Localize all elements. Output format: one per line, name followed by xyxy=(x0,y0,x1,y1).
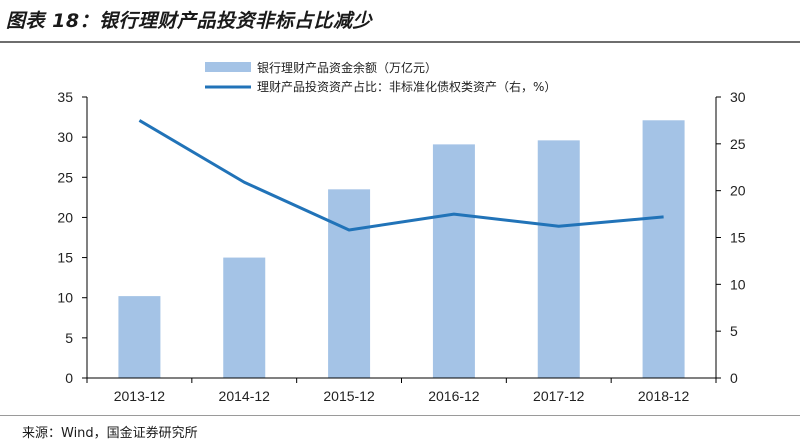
line-path xyxy=(138,119,664,232)
bar-2015-12 xyxy=(328,189,371,378)
source-note: 来源：Wind，国金证券研究所 xyxy=(22,426,198,441)
right-tick-label: 10 xyxy=(730,276,746,292)
bar-2017-12 xyxy=(537,140,580,378)
right-tick-label: 5 xyxy=(730,323,738,339)
chart-axes: 0 5 10 15 20 25 30 35 0 5 10 15 20 25 30 2013-12 2014-12… xyxy=(57,89,745,404)
title-divider xyxy=(0,41,800,43)
bar-2018-12 xyxy=(642,120,685,378)
left-tick-label: 10 xyxy=(57,290,73,306)
page-title: 图表 18：银行理财产品投资非标占比减少 xyxy=(6,10,373,32)
bar-2013-12 xyxy=(118,296,161,378)
chart-legend: 银行理财产品资金余额（万亿元） 理财产品投资资产占比：非标准化债权类资产（右，%） xyxy=(205,60,556,94)
left-tick-label: 15 xyxy=(57,250,73,266)
x-tick-label: 2017-12 xyxy=(533,388,585,404)
left-tick-label: 30 xyxy=(57,129,73,145)
left-tick-label: 0 xyxy=(65,370,73,386)
legend-bar-swatch xyxy=(205,62,251,72)
footer-divider xyxy=(0,415,800,416)
left-tick-label: 5 xyxy=(65,330,73,346)
bar-2014-12 xyxy=(223,257,266,378)
legend-bar-label: 银行理财产品资金余额（万亿元） xyxy=(257,60,437,75)
left-tick-label: 35 xyxy=(57,89,73,105)
right-tick-label: 15 xyxy=(730,230,746,246)
x-tick-label: 2015-12 xyxy=(323,388,375,404)
right-tick-label: 30 xyxy=(730,89,746,105)
line-series xyxy=(138,119,664,232)
right-tick-label: 20 xyxy=(730,183,746,199)
left-tick-label: 25 xyxy=(57,169,73,185)
legend-line-label: 理财产品投资资产占比：非标准化债权类资产（右，%） xyxy=(257,79,556,94)
bar-series xyxy=(118,120,685,378)
x-tick-label: 2016-12 xyxy=(428,388,480,404)
right-tick-label: 25 xyxy=(730,136,746,152)
left-tick-label: 20 xyxy=(57,209,73,225)
x-tick-label: 2018-12 xyxy=(638,388,690,404)
x-tick-label: 2013-12 xyxy=(114,388,166,404)
bar-2016-12 xyxy=(432,144,475,378)
right-tick-label: 0 xyxy=(730,370,738,386)
x-tick-label: 2014-12 xyxy=(219,388,271,404)
